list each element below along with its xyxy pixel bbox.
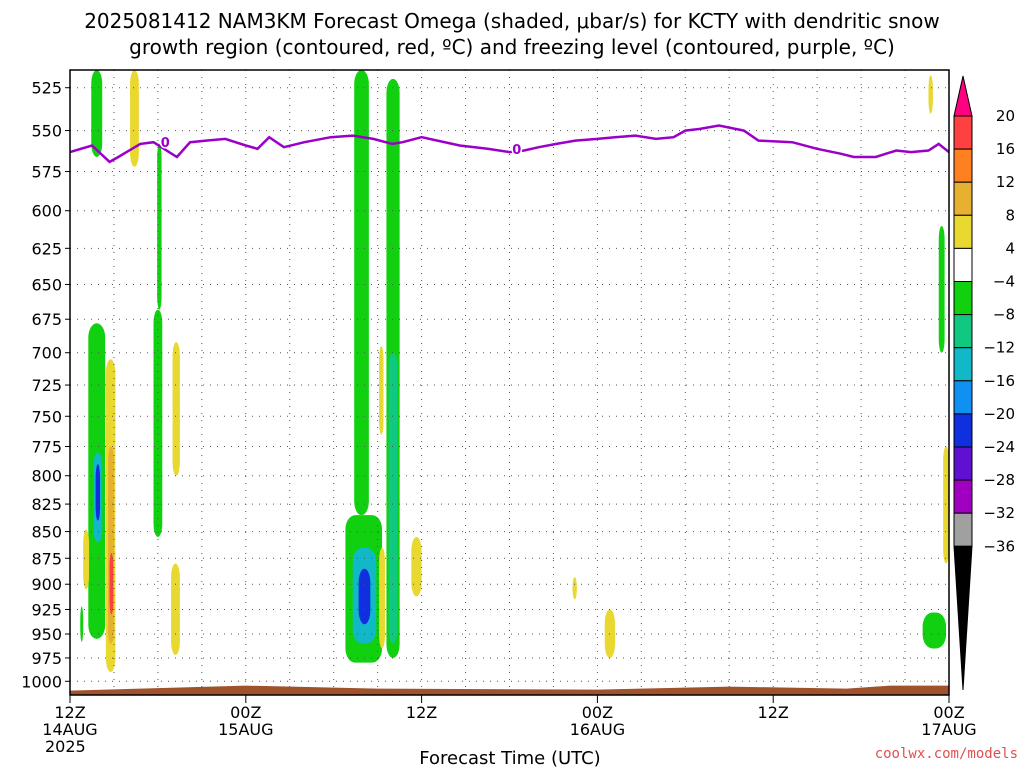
colorbar: 20 16 12 8 4 −4 −8 −12 −16 −20 −24 −28 −32 −36 [953,75,1015,691]
omega-area-3 [153,309,163,537]
y-tick-label-700: 700 [31,344,62,363]
y-tick-label-650: 650 [31,275,62,294]
y-tick-label-750: 750 [31,407,62,426]
y-tick-label-800: 800 [31,467,62,486]
omega-shading [80,70,949,673]
omega-area-23 [572,577,577,600]
title-line-1: 2025081412 NAM3KM Forecast Omega (shaded… [84,9,940,33]
y-tick-label-525: 525 [31,79,62,98]
y-tick-label-600: 600 [31,202,62,221]
omega-area-2 [157,143,162,310]
y-tick-label-975: 975 [31,649,62,668]
x-tick-label-5-1: 17AUG [921,720,976,739]
x-tick-label-1-1: 15AUG [218,720,273,739]
x-tick-label-0-2: 2025 [45,737,86,756]
omega-area-6 [95,464,101,521]
colorbar-label-6: −8 [993,306,1015,324]
colorbar-cap-top [953,75,973,117]
omega-area-27 [922,612,947,649]
omega-area-10 [83,529,90,590]
x-tick-label-0-1: 14AUG [42,720,97,739]
colorbar-swatch-12 [953,479,973,514]
y-tick-label-1000: 1000 [21,672,62,691]
colorbar-label-5: −4 [993,273,1015,291]
omega-area-9 [109,552,114,615]
colorbar-swatch-8 [953,347,973,382]
omega-area-14 [354,70,369,516]
y-tick-label-950: 950 [31,625,62,644]
x-tick-label-1-0: 00Z [230,703,261,722]
omega-area-25 [928,75,933,114]
terrain-fill [70,685,949,695]
colorbar-label-3: 8 [1005,206,1015,224]
terrain-band [70,685,949,695]
credit-text: coolwx.com/models [875,746,1018,762]
y-tick-label-625: 625 [31,239,62,258]
grid [70,70,949,695]
omega-area-28 [943,446,949,564]
colorbar-label-0: 20 [996,107,1015,125]
colorbar-swatch-7 [953,314,973,349]
colorbar-label-7: −12 [983,339,1015,357]
colorbar-label-4: 4 [1005,239,1015,257]
y-tick-label-725: 725 [31,376,62,395]
y-tick-label-675: 675 [31,310,62,329]
colorbar-swatch-11 [953,446,973,481]
colorbar-swatch-9 [953,380,973,415]
y-tick-label-575: 575 [31,163,62,182]
colorbar-label-1: 16 [996,140,1015,158]
colorbar-label-9: −20 [983,405,1015,423]
omega-area-20 [379,346,384,435]
freezing-level-line [70,124,949,164]
y-tick-label-850: 850 [31,523,62,542]
colorbar-label-11: −28 [983,471,1015,489]
colorbar-cap-bottom [953,545,973,691]
plot-frame [69,69,950,696]
colorbar-label-2: 12 [996,173,1015,191]
colorbar-swatch-10 [953,413,973,448]
x-tick-label-5-0: 00Z [933,703,964,722]
colorbar-swatch-6 [953,281,973,316]
colorbar-swatch-1 [953,115,973,150]
freezing-level-label-0: 0 [161,136,170,151]
y-tick-label-825: 825 [31,495,62,514]
colorbar-swatch-4 [953,214,973,249]
omega-area-21 [379,547,385,649]
omega-area-26 [938,225,945,353]
colorbar-swatch-13 [953,512,973,547]
title-line-2: growth region (contoured, red, ºC) and f… [129,35,895,59]
y-tick-label-775: 775 [31,437,62,456]
x-tick-label-4-0: 12Z [758,703,789,722]
x-tick-label-2-0: 12Z [406,703,437,722]
colorbar-label-10: −24 [983,438,1015,456]
colorbar-label-8: −16 [983,372,1015,390]
x-tick-label-3-1: 16AUG [570,720,625,739]
omega-area-19 [388,352,398,644]
omega-area-17 [358,568,371,625]
x-tick-label-0-0: 12Z [54,703,85,722]
colorbar-swatch-3 [953,181,973,216]
y-tick-label-925: 925 [31,600,62,619]
omega-area-12 [172,342,180,476]
freezing-level-label-1: 0 [512,143,521,158]
omega-area-22 [411,536,422,597]
colorbar-swatch-5 [953,247,973,282]
y-axis: 525 550 575 600 625 650 675 700 725 750 775 800 825 8… [21,79,70,691]
y-tick-label-900: 900 [31,575,62,594]
omega-area-11 [80,606,84,642]
colorbar-swatch-2 [953,148,973,183]
colorbar-label-12: −32 [983,504,1015,522]
y-tick-label-875: 875 [31,549,62,568]
y-tick-label-550: 550 [31,122,62,141]
colorbar-label-13: −36 [983,537,1015,555]
x-axis-label: Forecast Time (UTC) [419,748,600,768]
omega-area-1 [130,70,139,167]
x-tick-label-3-0: 00Z [582,703,613,722]
omega-area-0 [91,70,103,157]
